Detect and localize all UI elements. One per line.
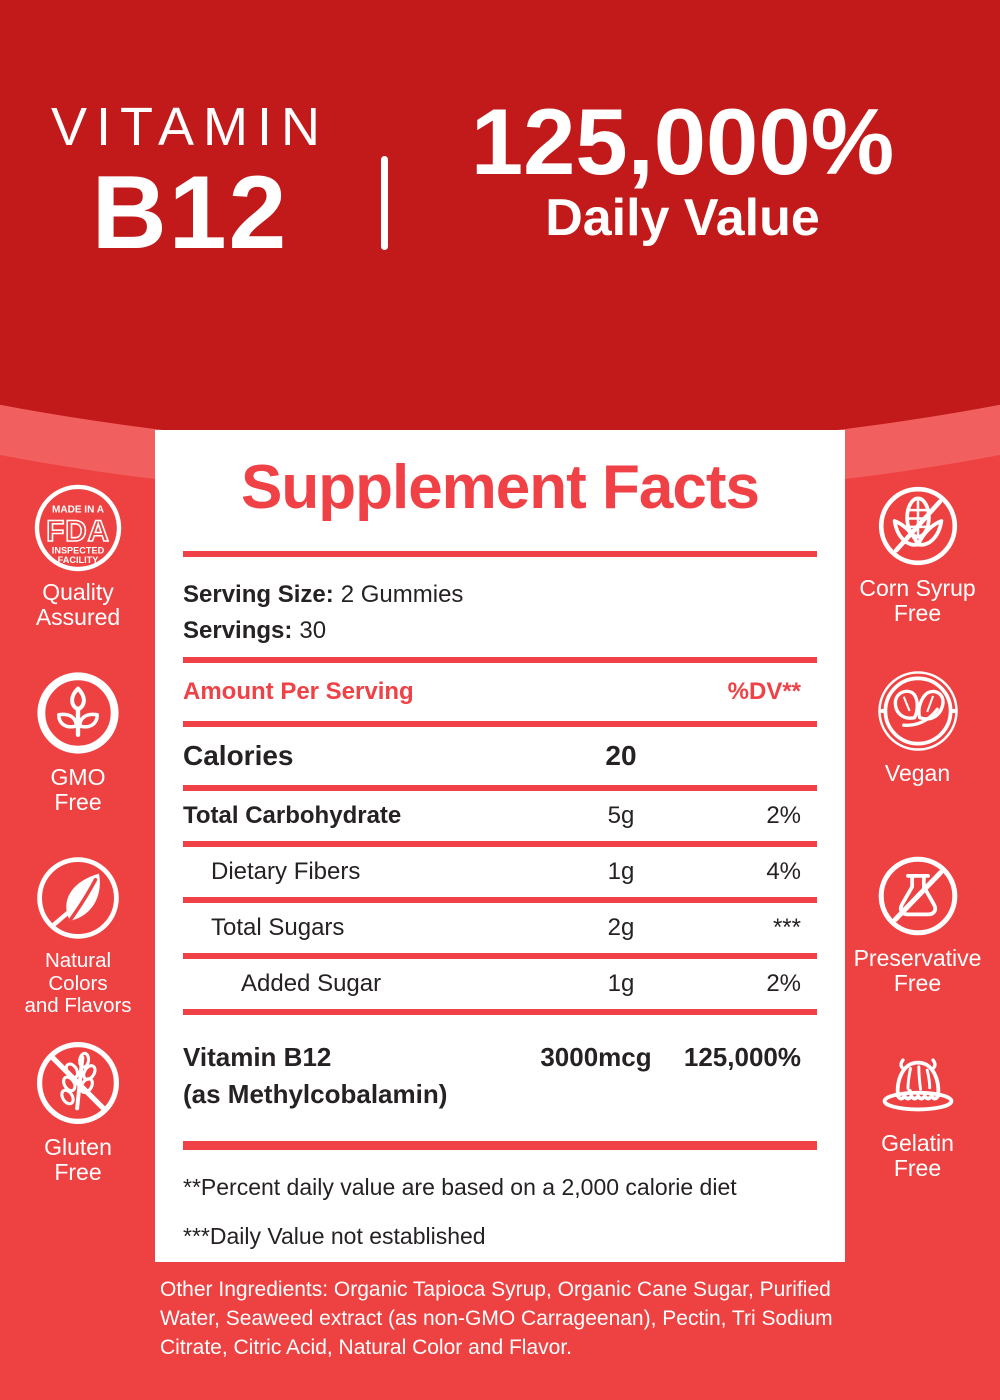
gmo-free-icon (37, 672, 119, 754)
badge-label: GMO Free (50, 764, 106, 816)
daily-value-label: Daily Value (545, 189, 820, 247)
dv-header: %DV** (727, 677, 801, 705)
header-divider (381, 156, 388, 250)
vitamin-b12-dv: 125,000% (683, 1041, 801, 1072)
panel-title: Supplement Facts (241, 453, 760, 522)
badge-label: Preservative Free (853, 945, 982, 997)
serving-size-label: Serving Size: (183, 580, 334, 608)
rule (183, 550, 817, 557)
rule (183, 784, 817, 791)
table-row-dietary-fibers: Dietary Fibers 1g 4% (211, 857, 801, 885)
column-header-row: Amount Per Serving %DV** (183, 663, 817, 721)
table-row-added-sugar: Added Sugar 1g 2% (241, 969, 801, 997)
gelatin-free-icon (882, 1058, 953, 1112)
vegan-icon (877, 671, 958, 751)
serving-size-line: Serving Size: 2 Gummies (183, 577, 817, 613)
table-row-total-sugars: Total Sugars 2g *** (211, 913, 801, 941)
header-curve-dark (0, 0, 1000, 450)
footnote-dv-not-established: ***Daily Value not established (183, 1222, 486, 1249)
badge-gluten-free: Gluten Free (0, 1035, 156, 1220)
rule (183, 896, 817, 903)
badge-quality-assured: MADE IN A FDA INSPECTED FACILITY Quality… (0, 480, 156, 665)
badge-corn-syrup-free: Corn Syrup Free (835, 480, 1000, 665)
badge-column-left: MADE IN A FDA INSPECTED FACILITY Quality… (0, 480, 156, 1220)
badge-gmo-free: GMO Free (0, 665, 156, 850)
serving-info: Serving Size: 2 Gummies Servings: 30 (183, 577, 817, 649)
badge-label: Vegan (884, 760, 951, 786)
svg-text:FACILITY: FACILITY (58, 555, 99, 565)
svg-text:INSPECTED: INSPECTED (52, 545, 105, 555)
daily-value-percent: 125,000% (470, 89, 895, 194)
brand-vitamin-text: VITAMIN (51, 97, 329, 157)
badge-label: Gluten Free (44, 1134, 112, 1186)
svg-text:FDA: FDA (46, 515, 110, 548)
badge-gelatin-free: Gelatin Free (835, 1035, 1000, 1220)
rule-thick (183, 1140, 817, 1150)
other-ingredients-text: Other Ingredients: Organic Tapioca Syrup… (160, 1278, 833, 1359)
badge-natural-colors-flavors: Natural Colors and Flavors (0, 850, 156, 1035)
rule (183, 952, 817, 959)
table-row-total-carbohydrate: Total Carbohydrate 5g 2% (183, 801, 801, 829)
serving-size-value: 2 Gummies (340, 580, 464, 608)
footnote-percent-dv: **Percent daily value are based on a 2,0… (183, 1173, 737, 1200)
svg-text:MADE IN A: MADE IN A (52, 504, 104, 515)
corn-syrup-free-icon (878, 486, 957, 566)
supplement-facts-panel: Supplement Facts Serving Size: 2 Gummies … (155, 430, 845, 1262)
badge-label: Natural Colors and Flavors (24, 949, 132, 1018)
fda-badge-icon: MADE IN A FDA INSPECTED FACILITY (34, 484, 122, 572)
rule (183, 720, 817, 727)
amount-per-serving-header: Amount Per Serving (183, 677, 414, 705)
vitamin-b12-amount: 3000mcg (540, 1041, 652, 1072)
badge-label: Gelatin Free (881, 1130, 954, 1182)
badge-label: Quality Assured (35, 579, 121, 631)
vitamin-b12-name: Vitamin B12 (183, 1041, 332, 1072)
servings-label: Servings: (183, 616, 293, 644)
badge-label: Corn Syrup Free (859, 575, 976, 627)
gluten-free-icon (36, 1041, 120, 1125)
rule (183, 1008, 817, 1015)
brand-block: VITAMIN B12 (40, 96, 340, 273)
vitamin-b12-form: (as Methylcobalamin) (183, 1078, 448, 1109)
table-row-calories: Calories 20 (183, 739, 637, 771)
table-row-vitamin-b12: Vitamin B12 (as Methylcobalamin) 3000mcg… (183, 1015, 817, 1113)
brand-b12-text: B12 (91, 155, 289, 271)
preservative-free-icon (878, 856, 957, 936)
rule (183, 656, 817, 663)
servings-line: Servings: 30 (183, 613, 817, 649)
badge-preservative-free: Preservative Free (835, 850, 1000, 1035)
daily-value-block: 125,000% Daily Value (410, 88, 955, 248)
rule (183, 840, 817, 847)
servings-value: 30 (299, 616, 327, 644)
badge-vegan: Vegan (835, 665, 1000, 850)
badge-column-right: Corn Syrup Free Vegan (835, 480, 1000, 1220)
natural-leaf-icon (37, 857, 119, 939)
